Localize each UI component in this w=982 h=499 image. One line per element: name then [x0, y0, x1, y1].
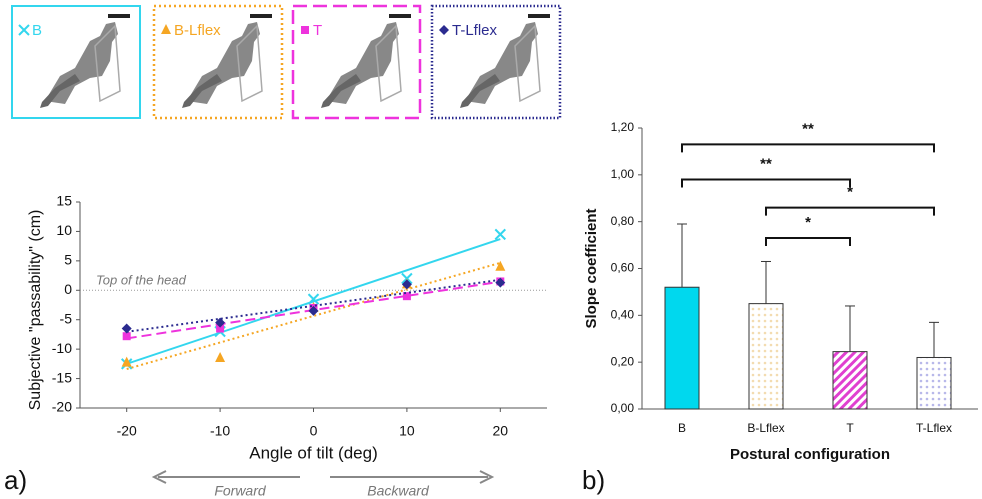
bar — [748, 303, 784, 410]
x-tick-label: -10 — [210, 423, 230, 439]
y-axis-label: Slope coefficient — [583, 208, 600, 328]
legend-label: T-Lflex — [452, 22, 498, 39]
significance-bracket — [765, 237, 851, 247]
marker — [495, 277, 506, 288]
significance-bracket — [681, 178, 851, 188]
y-tick-label: -5 — [60, 310, 73, 326]
marker — [301, 26, 309, 34]
x-tick-label: B-Lflex — [747, 421, 784, 435]
x-tick-label: 0 — [310, 423, 318, 439]
panel-label: b) — [582, 465, 605, 495]
arrow — [330, 470, 495, 484]
marker — [494, 228, 507, 241]
y-tick-label: 0,40 — [611, 308, 635, 322]
marker — [216, 324, 225, 333]
y-tick-label: 15 — [56, 193, 72, 209]
y-tick-label: 0,00 — [611, 401, 635, 415]
marker — [439, 25, 449, 35]
x-axis-label: Angle of tilt (deg) — [249, 443, 378, 462]
y-tick-label: 0,60 — [611, 261, 635, 275]
marker — [307, 293, 320, 305]
legend-label: B-Lflex — [174, 22, 221, 39]
significance-bracket — [765, 206, 935, 216]
y-tick-label: 0,80 — [611, 214, 635, 228]
marker — [402, 292, 411, 301]
marker — [122, 332, 131, 341]
figure-image — [320, 13, 412, 109]
legend-box — [430, 4, 562, 120]
marker — [215, 351, 226, 362]
legend-label: B — [32, 22, 42, 39]
significance-label: * — [805, 214, 811, 231]
reference-label: Top of the head — [96, 273, 187, 288]
significance-label: * — [847, 184, 853, 201]
y-tick-label: 5 — [64, 252, 72, 268]
x-tick-label: 10 — [399, 423, 415, 439]
y-tick-label: 1,00 — [611, 167, 635, 181]
figure-image — [39, 13, 131, 109]
x-tick-label: T — [846, 421, 854, 435]
y-tick-label: -15 — [52, 369, 72, 385]
marker — [401, 279, 412, 290]
y-tick-label: 0,20 — [611, 354, 635, 368]
trend-line — [126, 238, 501, 365]
marker — [121, 323, 132, 334]
marker — [121, 356, 132, 367]
legend-box — [291, 4, 422, 120]
x-tick-label: 20 — [493, 423, 509, 439]
x-tick-label: T-Lflex — [916, 421, 952, 435]
x-axis-label: Postural configuration — [730, 446, 890, 463]
marker — [495, 260, 506, 271]
y-tick-label: 1,20 — [611, 120, 635, 134]
marker — [308, 305, 319, 316]
legend-box — [11, 5, 141, 119]
bar — [664, 286, 700, 410]
arrow — [151, 470, 300, 484]
y-tick-label: 10 — [56, 222, 72, 238]
y-tick-label: -20 — [52, 399, 72, 415]
legend-label: T — [313, 22, 322, 39]
arrow-label: Backward — [367, 483, 430, 499]
panel-label: a) — [4, 465, 27, 495]
bar — [832, 351, 868, 410]
bar — [916, 356, 952, 410]
significance-bracket — [681, 143, 935, 153]
y-axis-label: Subjective "passability" (cm) — [27, 210, 44, 411]
y-tick-label: -10 — [52, 340, 72, 356]
marker — [161, 24, 171, 34]
significance-label: ** — [760, 155, 772, 172]
marker — [18, 24, 30, 36]
significance-label: ** — [802, 120, 814, 137]
arrow-label: Forward — [214, 483, 267, 499]
x-tick-label: -20 — [117, 423, 137, 439]
x-tick-label: B — [678, 421, 686, 435]
marker — [215, 317, 226, 328]
y-tick-label: 0 — [64, 281, 72, 297]
